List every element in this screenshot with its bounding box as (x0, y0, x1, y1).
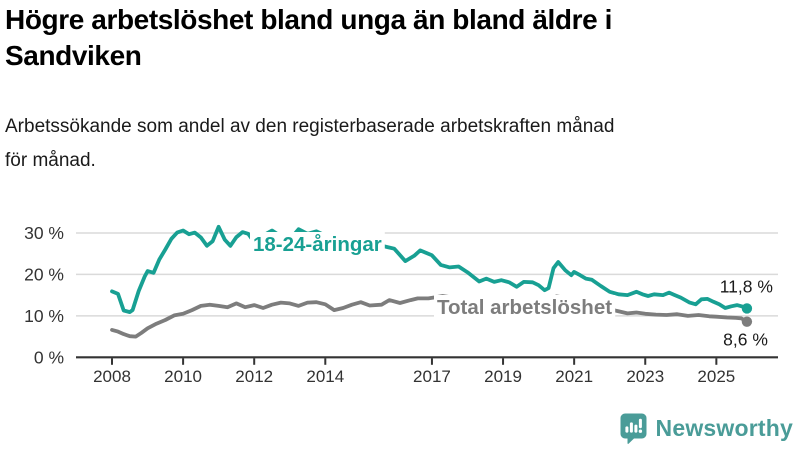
x-tick-label-2010: 2010 (164, 367, 202, 386)
y-tick-label-10: 10 % (24, 306, 64, 326)
series-end-dot-total (741, 316, 753, 327)
x-tick-label-2023: 2023 (626, 367, 664, 386)
series-label-total: Total arbetslöshet (437, 296, 612, 319)
series-end-value-youth: 11,8 % (720, 276, 773, 296)
series-label-youth: 18-24-åringar (253, 233, 382, 256)
x-tick-label-2021: 2021 (555, 367, 593, 386)
x-tick-label-2017: 2017 (413, 367, 451, 386)
series-end-dot-youth (741, 303, 753, 314)
x-tick-label-2012: 2012 (235, 367, 273, 386)
series-end-value-total: 8,6 % (723, 330, 768, 350)
series-label-bg-total (434, 295, 616, 320)
x-tick-label-2019: 2019 (484, 367, 522, 386)
page-subtitle: Arbetssökande som andel av den registerb… (5, 116, 615, 172)
newsworthy-logo[interactable]: Newsworthy (620, 413, 793, 444)
newsworthy-logo-text: Newsworthy (655, 415, 793, 441)
y-tick-label-0: 0 % (34, 347, 64, 367)
newsworthy-logo-icon (620, 413, 647, 444)
series-label-bg-youth (250, 232, 385, 257)
y-tick-label-30: 30 % (24, 223, 64, 243)
page-title: Högre arbetslöshet bland unga än bland ä… (5, 4, 613, 72)
x-tick-label-2014: 2014 (306, 367, 344, 386)
series-line-total (110, 294, 749, 339)
x-tick-label-2025: 2025 (697, 367, 735, 386)
y-tick-label-20: 20 % (24, 264, 64, 284)
x-tick-label-2008: 2008 (93, 367, 131, 386)
series-line-youth (110, 224, 749, 315)
